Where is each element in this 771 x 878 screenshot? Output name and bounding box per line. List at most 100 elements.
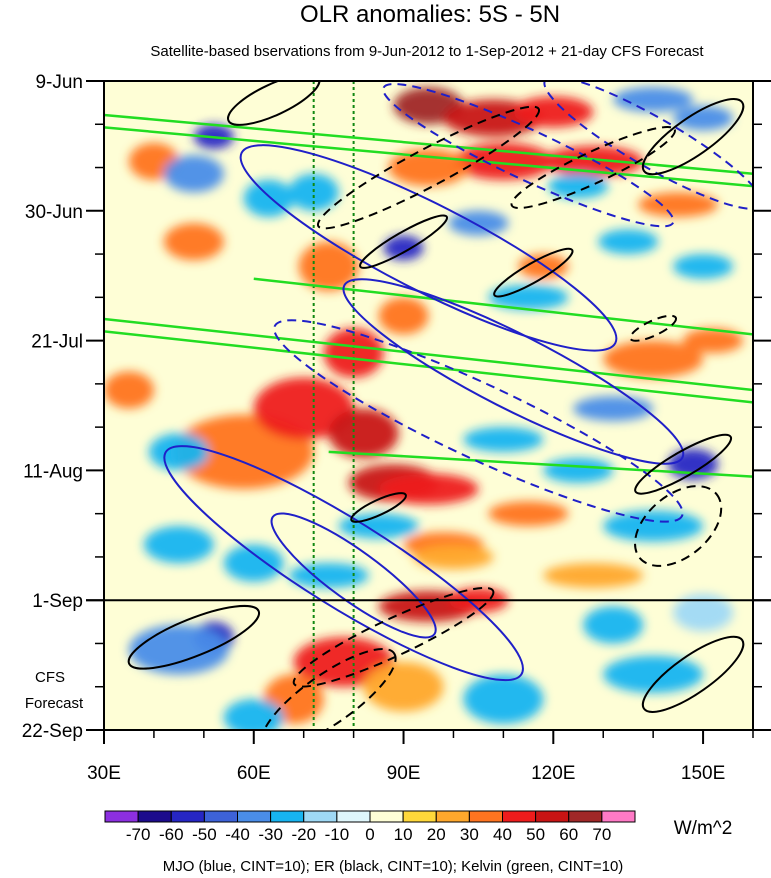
colorbar-label-7: 0 [365, 825, 374, 844]
anomaly-feature-7 [378, 297, 429, 335]
plot-frame [103, 80, 754, 731]
forecast-label-line1: CFS [35, 669, 65, 686]
colorbar-label-0: -70 [126, 825, 151, 844]
colorbar-label-12: 50 [526, 825, 545, 844]
colorbar-swatch-13 [535, 810, 570, 823]
mjo-contour-0 [239, 144, 618, 352]
kelvin-filtered-lines [104, 113, 753, 478]
colorbar-label-11: 40 [493, 825, 512, 844]
kelvin-line-0 [104, 113, 753, 175]
colorbar-swatch-0 [104, 810, 139, 823]
kelvin-line-5 [253, 277, 753, 336]
colorbar-label-5: -20 [291, 825, 316, 844]
y-tick-label-3: 11-Aug [23, 461, 83, 482]
anomaly-feature-5 [488, 501, 569, 527]
anomaly-feature-20 [163, 223, 224, 261]
er-contour-8 [359, 214, 449, 269]
anomaly-feature-17 [603, 340, 704, 378]
anomaly-feature-58 [673, 594, 734, 632]
mjo-contour-3 [270, 512, 437, 639]
er-contour-15 [292, 586, 495, 688]
colorbar-label-2: -50 [192, 825, 217, 844]
colorbar-swatch-15 [601, 810, 636, 823]
er-contour-7 [127, 604, 261, 670]
colorbar-swatch-6 [303, 810, 338, 823]
anomaly-feature-44 [603, 510, 704, 542]
x-tick-label-2: 90E [387, 763, 421, 784]
anomaly-feature-4 [378, 473, 479, 505]
er-contour-9 [493, 247, 574, 298]
colorbar-label-13: 60 [559, 825, 578, 844]
anomaly-feature-33 [288, 173, 339, 211]
anomaly-feature-55 [463, 674, 544, 724]
anomaly-feature-1 [253, 377, 354, 440]
anomaly-feature-2 [328, 408, 399, 459]
er-contour-12 [641, 635, 745, 713]
colorbar-label-8: 10 [394, 825, 413, 844]
anomaly-feature-36 [488, 284, 569, 310]
colorbar-label-1: -60 [159, 825, 184, 844]
colorbar-swatch-10 [435, 810, 470, 823]
colorbar-swatch-11 [468, 810, 503, 823]
colorbar-label-14: 70 [592, 825, 611, 844]
anomaly-feature-37 [548, 173, 609, 199]
anomaly-feature-38 [613, 87, 694, 112]
plot-area [104, 81, 753, 730]
er-contour-19 [634, 485, 723, 567]
colorbar-swatch-3 [203, 810, 238, 823]
anomaly-feature-23 [543, 563, 644, 588]
anomaly-feature-50 [338, 513, 419, 539]
mjo-contour-5 [382, 83, 675, 228]
mjo-contour-4 [273, 319, 684, 523]
chart-title: OLR anomalies: 5S - 5N [300, 1, 560, 28]
wave-legend-text: MJO (blue, CINT=10); ER (black, CINT=10)… [163, 858, 624, 875]
x-tick-label-1: 60E [237, 763, 271, 784]
y-tick-label-4: 1-Sep [32, 591, 83, 612]
chart-subtitle: Satellite-based bservations from 9-Jun-2… [150, 43, 704, 60]
reference-longitude-lines [312, 81, 355, 730]
er-contour-14 [350, 492, 407, 523]
er-contour-20 [629, 314, 677, 342]
wave-filtered-contours [127, 81, 753, 730]
y-tick-label-1: 30-Jun [25, 202, 83, 223]
anomaly-feature-40 [598, 229, 659, 255]
colorbar-swatch-4 [237, 810, 272, 823]
x-tick-label-3: 120E [531, 763, 575, 784]
er-contour-13 [227, 81, 321, 126]
anomaly-feature-18 [683, 328, 744, 353]
y-tick-label-2: 21-Jul [31, 332, 83, 353]
anomaly-feature-31 [163, 155, 224, 193]
anomaly-feature-49 [223, 544, 284, 582]
anomaly-feature-46 [463, 427, 544, 452]
anomaly-feature-10 [513, 96, 594, 128]
anomaly-feature-28 [363, 662, 444, 712]
colorbar-swatch-7 [336, 810, 371, 823]
colorbar-label-3: -40 [225, 825, 250, 844]
colorbar: -70 -60 -50 -40 -30 -20 -10 0 10 20 30 40 50 60 70 [104, 810, 636, 844]
y-tick-label-5: 22-Sep [22, 721, 83, 742]
kelvin-line-4 [328, 450, 753, 478]
y-tick-label-0: 9-Jun [35, 72, 83, 93]
colorbar-swatch-2 [170, 810, 205, 823]
anomaly-feature-16 [638, 192, 719, 217]
mjo-contour-6 [543, 81, 753, 210]
anomaly-feature-51 [288, 563, 369, 588]
colorbar-swatch-5 [270, 810, 305, 823]
anomaly-feature-45 [543, 458, 614, 483]
x-tick-label-4: 150E [681, 763, 725, 784]
colorbar-swatch-12 [502, 810, 537, 823]
er-contour-10 [634, 433, 733, 495]
anomaly-feature-29 [413, 544, 494, 570]
anomaly-feature-39 [673, 105, 734, 131]
colorbar-swatch-1 [137, 810, 172, 823]
x-tick-label-0: 30E [87, 763, 121, 784]
anomaly-feature-42 [573, 396, 654, 421]
colorbar-swatch-14 [568, 810, 603, 823]
er-contour-17 [510, 126, 676, 210]
anomaly-feature-14 [298, 241, 359, 292]
anomaly-feature-41 [673, 254, 734, 279]
olr-anomaly-field [104, 87, 744, 730]
anomaly-feature-34 [383, 235, 424, 261]
